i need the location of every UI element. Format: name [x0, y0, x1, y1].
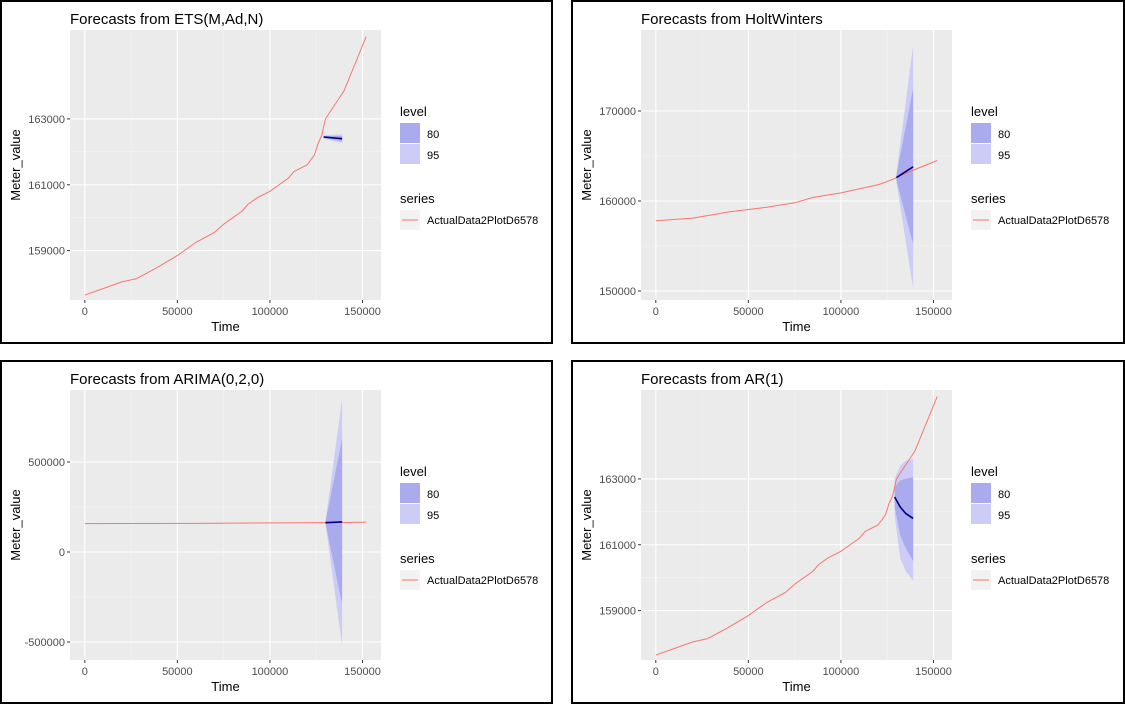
y-tick-label: -500000: [25, 637, 65, 649]
legend-series-title: series: [400, 191, 435, 206]
legend-label-80: 80: [427, 129, 439, 141]
series-line-actual: [84, 36, 367, 296]
x-tick-label: 100000: [823, 306, 860, 318]
x-axis-title: Time: [782, 679, 810, 694]
legend-level-title: level: [400, 464, 427, 479]
x-tick-label: 50000: [162, 306, 193, 318]
chart-svg: Forecasts from ARIMA(0,2,0) 0 50000 100000 1…: [8, 371, 538, 694]
y-tick-label: 500000: [28, 457, 65, 469]
chart-panel-ets: Forecasts from ETS(M,Ad,N) 0 50000 100000 15…: [0, 0, 553, 344]
chart-panel-arima: Forecasts from ARIMA(0,2,0) 0 50000 100000 1…: [0, 360, 553, 704]
legend-swatch-80: [971, 483, 991, 503]
plot-area: [70, 390, 381, 660]
forecast-band-80: [894, 477, 914, 562]
y-tick-label: 170000: [599, 106, 636, 118]
legend-series-title: series: [971, 551, 1006, 566]
x-tick-label: 0: [82, 666, 88, 678]
legend-level-title: level: [971, 104, 998, 119]
forecast-mean-line: [325, 521, 343, 524]
y-tick-label: 163000: [599, 474, 636, 486]
y-axis-title: Meter_value: [579, 129, 594, 201]
legend-swatch-95: [400, 504, 420, 524]
y-tick-label: 160000: [599, 196, 636, 208]
x-tick-label: 150000: [915, 306, 952, 318]
forecast-mean-line: [893, 496, 914, 520]
legend-label-95: 95: [427, 510, 439, 522]
chart-title: Forecasts from ETS(M,Ad,N): [70, 11, 263, 28]
plot-area: [641, 30, 952, 300]
x-tick-label: 150000: [915, 666, 952, 678]
y-tick-label: 159000: [599, 606, 636, 618]
x-tick-label: 50000: [162, 666, 193, 678]
chart-panel-ar1: Forecasts from AR(1) 0 50000 100000 150000 15…: [571, 360, 1125, 704]
legend-label-80: 80: [998, 129, 1010, 141]
chart-title: Forecasts from ARIMA(0,2,0): [70, 371, 264, 388]
chart-svg: Forecasts from AR(1) 0 50000 100000 150000 15…: [579, 371, 1109, 694]
legend-label-series: ActualData2PlotD6578: [998, 215, 1109, 227]
forecast-mean-line: [896, 166, 914, 179]
series-line-actual: [655, 396, 938, 656]
legend-label-80: 80: [427, 489, 439, 501]
forecast-band-80: [325, 438, 343, 605]
x-tick-label: 150000: [344, 306, 381, 318]
x-tick-label: 100000: [823, 666, 860, 678]
legend-level-title: level: [400, 104, 427, 119]
y-axis-title: Meter_value: [8, 129, 23, 201]
legend-swatch-80: [400, 123, 420, 143]
x-tick-label: 150000: [344, 666, 381, 678]
series-line-actual: [84, 521, 367, 525]
legend-swatch-95: [400, 144, 420, 164]
legend-label-80: 80: [998, 489, 1010, 501]
chart-svg: Forecasts from HoltWinters 0 50000 100000 15…: [579, 11, 1109, 334]
legend-swatch-80: [971, 123, 991, 143]
y-axis-title: Meter_value: [579, 489, 594, 561]
chart-svg: Forecasts from ETS(M,Ad,N) 0 50000 100000 15…: [8, 11, 538, 334]
legend-level-title: level: [971, 464, 998, 479]
x-axis-title: Time: [782, 319, 810, 334]
legend-series-title: series: [400, 551, 435, 566]
forecast-mean-line: [323, 136, 343, 140]
y-tick-label: 150000: [599, 286, 636, 298]
legend-swatch-95: [971, 504, 991, 524]
chart-title: Forecasts from AR(1): [641, 371, 784, 388]
legend-series-title: series: [971, 191, 1006, 206]
x-tick-label: 100000: [252, 666, 289, 678]
plot-area: [641, 390, 952, 660]
y-tick-label: 161000: [28, 180, 65, 192]
legend-swatch-80: [400, 483, 420, 503]
y-tick-label: 163000: [28, 114, 65, 126]
plot-background: [70, 30, 381, 300]
y-tick-label: 159000: [28, 246, 65, 258]
x-tick-label: 50000: [733, 306, 764, 318]
legend-label-95: 95: [427, 150, 439, 162]
y-tick-label: 161000: [599, 540, 636, 552]
legend-label-series: ActualData2PlotD6578: [998, 575, 1109, 587]
legend-label-95: 95: [998, 150, 1010, 162]
forecast-band-80: [896, 88, 914, 245]
x-axis-title: Time: [211, 679, 239, 694]
x-tick-label: 0: [82, 306, 88, 318]
x-tick-label: 0: [653, 306, 659, 318]
x-tick-label: 0: [653, 666, 659, 678]
x-axis-title: Time: [211, 319, 239, 334]
x-tick-label: 100000: [252, 306, 289, 318]
chart-title: Forecasts from HoltWinters: [641, 11, 823, 28]
plot-area: [70, 30, 381, 300]
y-axis-title: Meter_value: [8, 489, 23, 561]
legend-label-95: 95: [998, 510, 1010, 522]
y-tick-label: 0: [59, 547, 65, 559]
chart-panel-holtwinters: Forecasts from HoltWinters 0 50000 100000 15…: [571, 0, 1125, 344]
legend-label-series: ActualData2PlotD6578: [427, 575, 538, 587]
legend-swatch-95: [971, 144, 991, 164]
x-tick-label: 50000: [733, 666, 764, 678]
legend-label-series: ActualData2PlotD6578: [427, 215, 538, 227]
